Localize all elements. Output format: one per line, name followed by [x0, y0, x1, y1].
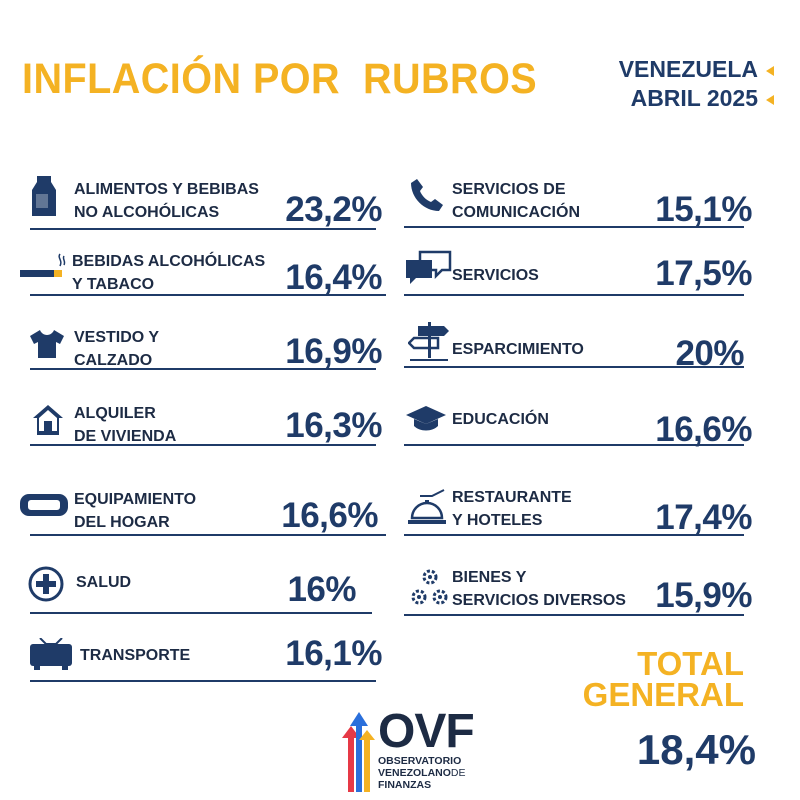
- category-label: ESPARCIMIENTO: [452, 341, 584, 358]
- divider: [404, 534, 744, 536]
- category-label: DEL HOGAR: [74, 514, 170, 531]
- milk-carton-icon: [32, 176, 56, 216]
- category-label: SERVICIOS: [452, 267, 539, 284]
- category-label: BIENES Y: [452, 569, 527, 586]
- category-value: 16,6%: [655, 410, 752, 449]
- country-period: VENEZUELA ABRIL 2025: [619, 55, 774, 113]
- category-label: TRANSPORTE: [80, 647, 191, 664]
- triangle-marker-icon: [766, 65, 774, 76]
- category-value: 17,5%: [655, 254, 752, 293]
- category-label: Y HOTELES: [452, 512, 543, 529]
- divider: [30, 294, 386, 296]
- period-label: ABRIL 2025: [630, 85, 758, 111]
- cigarette-icon: [20, 253, 66, 277]
- category-salud: SALUD 16%: [28, 562, 374, 614]
- category-bebidas: BEBIDAS ALCOHÓLICAS Y TABACO 16,4%: [20, 248, 386, 297]
- category-label: CALZADO: [74, 352, 153, 369]
- divider: [30, 228, 376, 230]
- triangle-marker-icon: [766, 94, 774, 105]
- logo-line1: OBSERVATORIO: [378, 755, 462, 767]
- category-value: 16,1%: [285, 634, 382, 673]
- category-value: 16%: [287, 570, 356, 609]
- category-value: 17,4%: [655, 498, 752, 537]
- logo-line2: VENEZOLANO: [378, 767, 451, 779]
- divider: [404, 366, 744, 368]
- category-educacion: EDUCACIÓN 16,6%: [404, 400, 752, 449]
- signpost-icon: [408, 322, 449, 361]
- category-value: 16,6%: [281, 496, 378, 535]
- ovf-logo: OVF OBSERVATORIO VENEZOLANODE FINANZAS: [340, 708, 490, 793]
- divider: [404, 226, 744, 228]
- category-label: NO ALCOHÓLICAS: [74, 204, 220, 221]
- train-icon: [30, 638, 72, 670]
- category-label: RESTAURANTE: [452, 489, 572, 506]
- total-line1: TOTAL: [637, 645, 744, 682]
- category-vestido: VESTIDO Y CALZADO 16,9%: [30, 322, 382, 370]
- logo-name: OVF: [378, 705, 475, 758]
- category-value: 20%: [675, 334, 744, 373]
- logo-text: OBSERVATORIO VENEZOLANODE FINANZAS: [378, 755, 466, 791]
- category-label: EQUIPAMIENTO: [74, 491, 197, 508]
- total-line2: GENERAL: [582, 676, 744, 713]
- divider: [30, 680, 376, 682]
- divider: [404, 294, 744, 296]
- category-label: COMUNICACIÓN: [452, 204, 580, 221]
- category-value: 15,9%: [655, 576, 752, 615]
- house-icon: [33, 405, 63, 435]
- category-label: Y TABACO: [72, 276, 155, 293]
- category-value: 16,3%: [285, 406, 382, 445]
- category-transporte: TRANSPORTE 16,1%: [30, 634, 382, 682]
- divider: [30, 368, 376, 370]
- category-label: SERVICIOS DE: [452, 181, 566, 198]
- category-alimentos: ALIMENTOS Y BEBIBAS NO ALCOHÓLICAS 23,2%: [30, 172, 382, 230]
- category-label: DE VIVIENDA: [74, 428, 177, 445]
- category-value: 16,4%: [285, 258, 382, 297]
- total-value: 18,4%: [636, 726, 756, 773]
- service-bell-icon: [408, 489, 446, 524]
- divider: [30, 444, 376, 446]
- category-label: BEBIDAS ALCOHÓLICAS: [72, 253, 266, 270]
- sofa-icon: [20, 494, 68, 516]
- gears-icon: [411, 569, 448, 605]
- divider: [404, 614, 744, 616]
- category-alquiler: ALQUILER DE VIVIENDA 16,3%: [30, 400, 382, 446]
- logo-line3: FINANZAS: [378, 779, 432, 791]
- divider: [404, 444, 744, 446]
- category-bienes: BIENES Y SERVICIOS DIVERSOS 15,9%: [404, 566, 752, 616]
- health-cross-icon: [28, 566, 64, 602]
- category-label: VESTIDO Y: [74, 329, 160, 346]
- category-value: 16,9%: [285, 332, 382, 371]
- category-label: EDUCACIÓN: [452, 411, 549, 428]
- logo-line2-suffix: DE: [450, 767, 466, 779]
- category-label: SERVICIOS DIVERSOS: [452, 592, 626, 609]
- category-esparcimiento: ESPARCIMIENTO 20%: [404, 322, 752, 373]
- tshirt-icon: [30, 330, 64, 358]
- category-label: SALUD: [76, 574, 132, 591]
- page-title: INFLACIÓN POR RUBROS: [22, 55, 538, 103]
- country-label: VENEZUELA: [618, 56, 758, 82]
- chat-bubbles-icon: [406, 250, 452, 284]
- logo-arrows-icon: [342, 712, 375, 792]
- divider: [30, 612, 372, 614]
- category-label: ALIMENTOS Y BEBIBAS: [74, 181, 259, 198]
- category-label: ALQUILER: [74, 405, 156, 422]
- total-label: TOTAL GENERAL: [582, 645, 744, 713]
- category-value: 15,1%: [655, 190, 752, 229]
- phone-icon: [411, 179, 443, 211]
- category-servicios: SERVICIOS 17,5%: [404, 248, 752, 296]
- graduation-cap-icon: [406, 406, 446, 431]
- category-comunicacion: SERVICIOS DE COMUNICACIÓN 15,1%: [404, 176, 752, 228]
- category-value: 23,2%: [285, 190, 382, 229]
- category-equipamiento: EQUIPAMIENTO DEL HOGAR 16,6%: [20, 486, 386, 536]
- divider: [30, 534, 386, 536]
- category-restaurante: RESTAURANTE Y HOTELES 17,4%: [404, 484, 752, 536]
